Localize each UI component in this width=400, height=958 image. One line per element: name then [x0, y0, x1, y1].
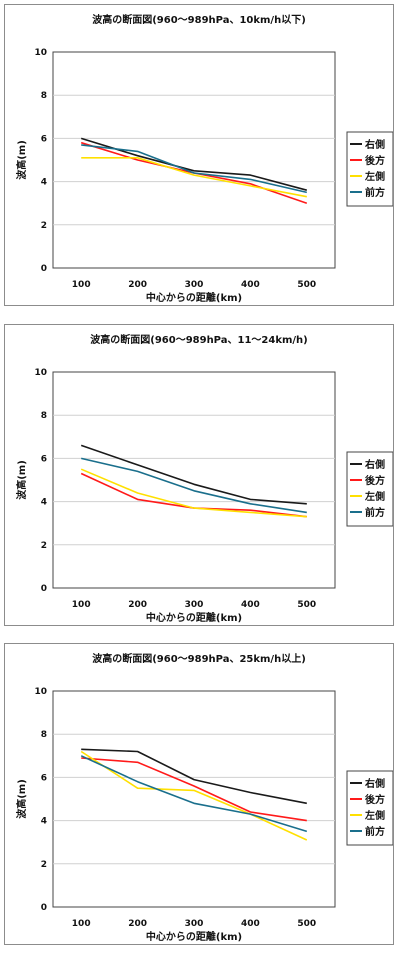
y-tick-label: 6 — [41, 773, 47, 783]
y-tick-label: 0 — [41, 903, 47, 913]
chart-panel-3: 波高の断面図(960～989hPa、25km/h以上) 0 2 4 6 8 10 100 200… — [4, 643, 394, 945]
series-line — [81, 748, 307, 805]
y-tick-label: 4 — [41, 178, 47, 188]
chart-title: 波高の断面図(960～989hPa、11～24km/h) — [90, 333, 308, 346]
x-axis-label: 中心からの距離(km) — [146, 291, 242, 304]
y-axis-label: 波高(m) — [15, 779, 28, 819]
series-line — [80, 750, 308, 841]
x-tick-label: 300 — [185, 919, 204, 929]
series-line — [80, 468, 307, 518]
x-tick-label: 300 — [185, 600, 204, 610]
plot-area — [52, 690, 336, 908]
chart-panel-2: 波高の断面図(960～989hPa、11～24km/h) 0 2 4 6 8 10 100 20… — [4, 324, 394, 626]
x-tick-label: 500 — [297, 600, 316, 610]
line-chart-3: 波高の断面図(960～989hPa、25km/h以上) 0 2 4 6 8 10 100 200… — [15, 652, 393, 943]
y-tick-label: 2 — [41, 860, 47, 870]
x-tick-label: 400 — [241, 280, 260, 290]
chart-title: 波高の断面図(960～989hPa、25km/h以上) — [92, 652, 306, 665]
legend-label: 右側 — [364, 458, 385, 471]
y-tick-label: 8 — [41, 91, 47, 101]
series-line — [81, 157, 307, 198]
y-tick-label: 0 — [41, 584, 47, 594]
legend-label: 右側 — [364, 777, 385, 790]
y-tick-label: 10 — [34, 687, 47, 697]
legend-label: 後方 — [365, 474, 385, 487]
series-line — [81, 757, 307, 822]
series-line — [81, 457, 307, 514]
plot-area — [52, 371, 336, 589]
x-axis-label: 中心からの距離(km) — [146, 930, 242, 943]
legend-label: 左側 — [364, 809, 385, 822]
legend-label: 左側 — [364, 170, 385, 183]
x-axis-label: 中心からの距離(km) — [146, 611, 242, 624]
x-tick-label: 100 — [72, 919, 91, 929]
legend-box — [346, 131, 393, 207]
plot-area — [52, 51, 336, 269]
legend-label: 前方 — [365, 506, 385, 519]
y-tick-label: 0 — [41, 264, 47, 274]
y-tick-label: 4 — [41, 817, 47, 827]
legend-label: 左側 — [364, 490, 385, 503]
y-tick-label: 6 — [41, 454, 47, 464]
x-tick-label: 100 — [72, 600, 91, 610]
x-tick-label: 500 — [297, 919, 316, 929]
x-tick-label: 400 — [241, 600, 260, 610]
x-tick-label: 200 — [128, 600, 147, 610]
legend-label: 後方 — [365, 793, 385, 806]
x-tick-label: 200 — [128, 919, 147, 929]
x-tick-label: 500 — [297, 280, 316, 290]
line-chart-2: 波高の断面図(960～989hPa、11～24km/h) 0 2 4 6 8 10 100 20… — [15, 333, 393, 624]
y-tick-label: 4 — [41, 498, 47, 508]
y-tick-label: 2 — [41, 541, 47, 551]
series-line — [80, 444, 307, 505]
x-tick-label: 400 — [241, 919, 260, 929]
y-tick-label: 10 — [34, 48, 47, 58]
x-tick-label: 300 — [185, 280, 204, 290]
x-tick-label: 200 — [128, 280, 147, 290]
x-tick-label: 100 — [72, 280, 91, 290]
legend-label: 右側 — [364, 138, 385, 151]
y-axis-label: 波高(m) — [15, 460, 28, 500]
legend-label: 前方 — [365, 825, 385, 838]
legend-label: 後方 — [365, 154, 385, 167]
y-tick-label: 6 — [41, 134, 47, 144]
y-tick-label: 8 — [41, 411, 47, 421]
line-chart-1: 波高の断面図(960～989hPa、10km/h以下) 0 2 4 6 8 10 100 200… — [15, 13, 393, 304]
chart-title: 波高の断面図(960～989hPa、10km/h以下) — [92, 13, 306, 26]
y-tick-label: 10 — [34, 368, 47, 378]
y-tick-label: 8 — [41, 730, 47, 740]
y-tick-label: 2 — [41, 221, 47, 231]
series-line — [80, 755, 308, 833]
legend-label: 前方 — [365, 186, 385, 199]
chart-panel-1: 波高の断面図(960～989hPa、10km/h以下) 0 2 4 6 8 10 100 200… — [4, 4, 394, 306]
y-axis-label: 波高(m) — [15, 140, 28, 180]
series-line — [81, 144, 307, 194]
